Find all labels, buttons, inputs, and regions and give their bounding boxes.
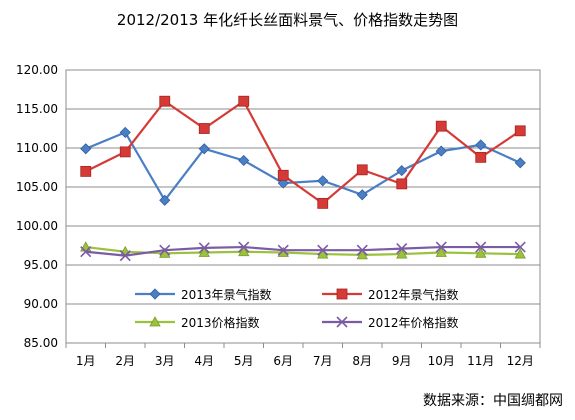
x-tick-label: 10月 (428, 354, 455, 368)
data-point (475, 139, 487, 151)
series-line-3 (85, 245, 521, 257)
data-point (80, 165, 92, 177)
source-note: 数据来源：中国绸都网 (423, 393, 563, 409)
data-point (514, 248, 526, 259)
x-tick-label: 2月 (115, 354, 135, 368)
data-point (119, 146, 131, 158)
data-point (80, 246, 92, 258)
x-tick-label: 3月 (155, 354, 175, 368)
y-tick-label: 85.00 (24, 336, 58, 350)
chart-title: 2012/2013 年化纤长丝面料景气、价格指数走势图 (116, 11, 459, 29)
data-point (514, 241, 526, 253)
x-tick-label: 4月 (194, 354, 214, 368)
series-line-2 (85, 245, 521, 256)
y-tick-label: 90.00 (24, 297, 58, 311)
legend-label: 2013年景气指数 (181, 287, 272, 302)
data-point (356, 249, 368, 260)
legend-marker (149, 288, 161, 300)
data-point (277, 169, 289, 181)
y-tick-label: 100.00 (16, 219, 58, 233)
legend-marker (149, 316, 161, 327)
data-point (198, 246, 210, 257)
data-point (396, 165, 408, 177)
data-point (356, 164, 368, 176)
axes: 85.00 90.00 95.00 100.00 105.00 110.00 115.00 1… (16, 63, 541, 368)
data-point (317, 175, 329, 187)
x-tick-label: 5月 (234, 354, 254, 368)
data-point (514, 157, 526, 169)
data-point (435, 120, 447, 132)
data-point (80, 143, 92, 155)
data-point (198, 123, 210, 134)
data-point (119, 126, 131, 138)
legend: 2013年景气指数 2012年景气指数 2013价格指数 2012年价格指数 (135, 287, 459, 330)
series-lines (80, 95, 526, 262)
data-point (317, 244, 329, 256)
x-tick-label: 6月 (273, 354, 293, 368)
y-tick-label: 110.00 (16, 141, 58, 155)
data-point (198, 242, 210, 254)
legend-marker (336, 316, 348, 328)
legend-marker (336, 288, 348, 300)
data-point (238, 154, 250, 167)
legend-label: 2012年价格指数 (368, 315, 459, 330)
data-point (514, 125, 526, 137)
data-point (317, 197, 329, 209)
line-chart: 85.00 90.00 95.00 100.00 105.00 110.00 115.00 1… (16, 63, 541, 368)
data-point (356, 244, 368, 256)
y-tick-label: 115.00 (16, 102, 58, 116)
data-point (435, 246, 447, 257)
data-point (159, 244, 171, 256)
data-point (159, 194, 171, 206)
data-point (159, 95, 171, 107)
data-point (475, 247, 487, 258)
y-tick-label: 120.00 (16, 63, 58, 77)
x-tick-label: 9月 (392, 354, 412, 368)
x-tick-label: 7月 (313, 354, 333, 368)
legend-label: 2013价格指数 (181, 315, 260, 330)
series-line-1 (85, 99, 521, 205)
gridlines (66, 69, 540, 344)
x-tick-label: 11月 (467, 354, 494, 368)
x-tick-label: 1月 (76, 354, 96, 368)
data-point (238, 245, 250, 257)
data-point (396, 178, 408, 190)
x-tick-label: 12月 (507, 354, 534, 368)
data-point (356, 189, 368, 201)
data-point (435, 145, 447, 157)
data-point (238, 241, 250, 253)
plot-border (65, 69, 541, 344)
legend-label: 2012年景气指数 (368, 287, 459, 302)
data-point (435, 241, 447, 253)
data-point (396, 248, 408, 259)
data-point (277, 244, 289, 256)
data-point (475, 151, 487, 163)
y-tick-label: 95.00 (24, 258, 58, 272)
data-point (198, 143, 210, 155)
data-point (396, 243, 408, 255)
data-point (119, 250, 131, 262)
y-tick-label: 105.00 (16, 180, 58, 194)
data-point (238, 95, 250, 107)
data-point (475, 241, 487, 253)
series-line-0 (85, 131, 521, 203)
x-tick-label: 8月 (352, 354, 372, 368)
